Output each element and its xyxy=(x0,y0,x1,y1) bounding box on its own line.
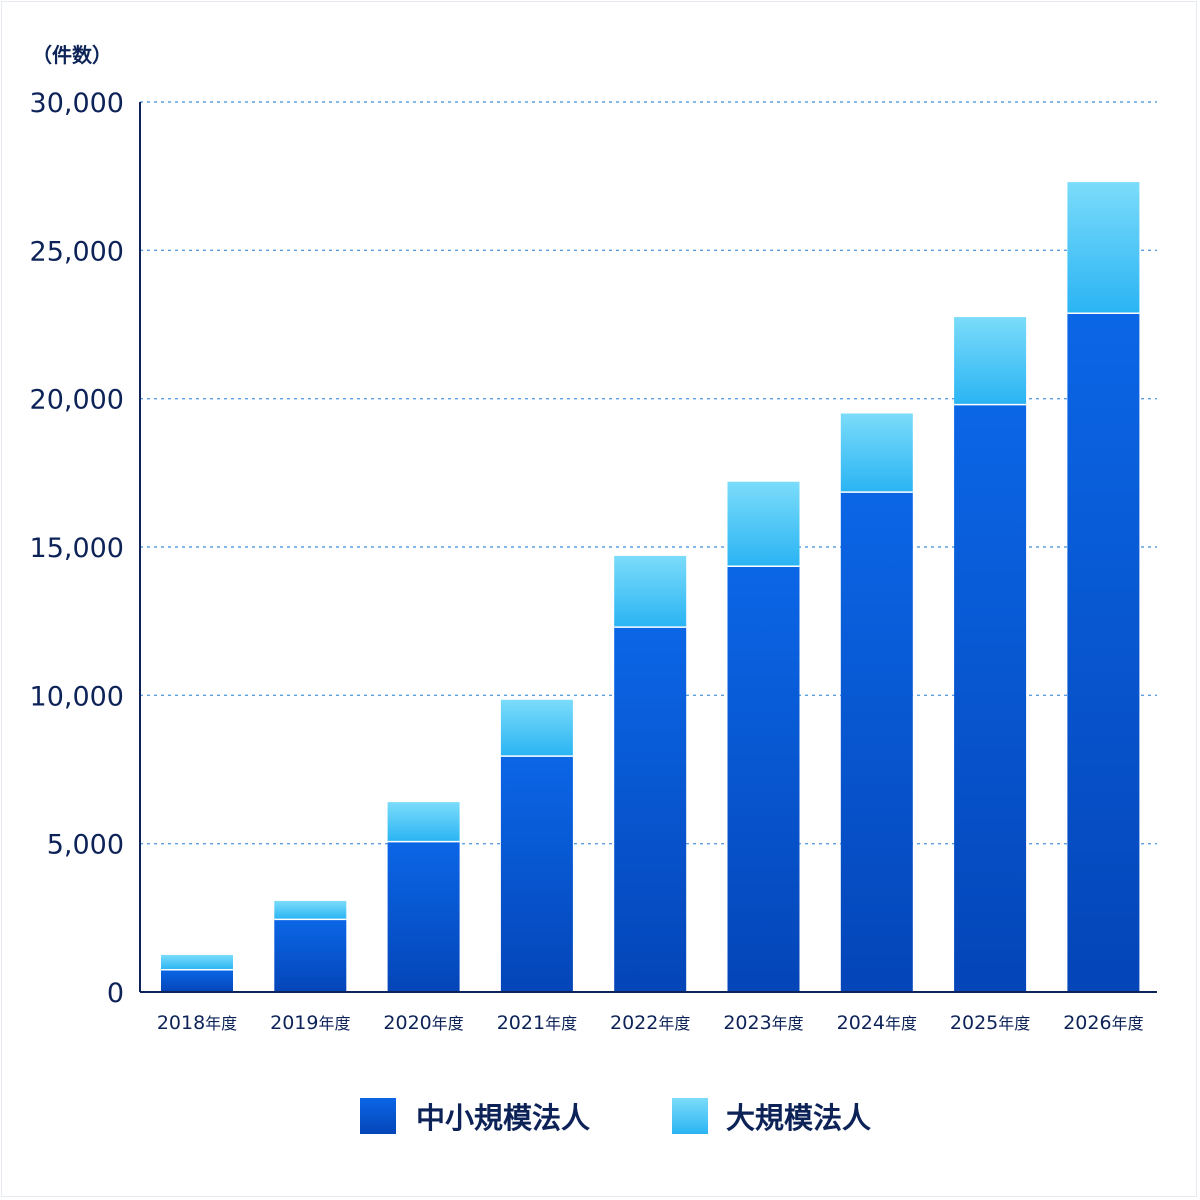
bar-segment-sme xyxy=(840,492,913,992)
bar-segment-large xyxy=(614,555,687,628)
x-tick-label: 2023年度 xyxy=(723,1012,803,1034)
bar-stack xyxy=(1067,182,1140,992)
bar-segment-sme xyxy=(274,919,347,992)
bar-segment-sme xyxy=(614,627,687,992)
y-tick-label: 5,000 xyxy=(47,830,124,861)
legend-swatch-sme xyxy=(360,1098,396,1134)
bar-segment-sme xyxy=(727,566,800,992)
legend-item-sme: 中小規模法人 xyxy=(360,1098,590,1135)
x-tick-label: 2019年度 xyxy=(270,1012,350,1034)
x-tick-label: 2022年度 xyxy=(610,1012,690,1034)
bar-stack xyxy=(614,555,687,992)
bar-stack xyxy=(274,900,347,992)
bar-stack xyxy=(387,802,460,992)
y-axis-unit-label: （件数） xyxy=(32,43,112,67)
bar-segment-large xyxy=(500,699,573,757)
bar-segment-large xyxy=(727,481,800,567)
bar-stack xyxy=(840,413,913,992)
y-tick-label: 15,000 xyxy=(30,533,124,564)
legend: 中小規模法人 大規模法人 xyxy=(360,1098,871,1135)
y-tick-label: 0 xyxy=(107,978,124,1009)
x-axis-ticks: 2018年度 2019年度 2020年度 2021年度 2022年度 2023年度 2024… xyxy=(157,1012,1144,1034)
bar-segment-large xyxy=(954,317,1027,405)
y-tick-label: 30,000 xyxy=(30,88,124,119)
legend-label-large: 大規模法人 xyxy=(726,1101,871,1135)
bar-stack xyxy=(500,699,573,992)
bar-segment-sme xyxy=(500,756,573,992)
legend-swatch-large xyxy=(672,1098,708,1134)
bar-segment-large xyxy=(387,802,460,842)
bar-segment-sme xyxy=(954,404,1027,993)
y-tick-label: 10,000 xyxy=(30,681,124,712)
bar-segment-sme xyxy=(1067,313,1140,992)
x-tick-label: 2025年度 xyxy=(950,1012,1030,1034)
x-tick-label: 2020年度 xyxy=(383,1012,463,1034)
bar-segment-sme xyxy=(387,841,460,992)
y-tick-label: 20,000 xyxy=(30,385,124,416)
y-tick-label: 25,000 xyxy=(30,236,124,267)
bars xyxy=(161,182,1140,993)
bar-stack xyxy=(727,481,800,992)
bar-segment-large xyxy=(1067,182,1140,314)
bar-stack xyxy=(954,317,1027,993)
bar-segment-large xyxy=(274,900,347,920)
bar-segment-large xyxy=(161,954,233,970)
legend-label-sme: 中小規模法人 xyxy=(416,1101,590,1135)
bar-segment-large xyxy=(840,413,913,493)
bar-stack xyxy=(161,954,233,992)
bar-segment-sme xyxy=(161,969,233,992)
x-tick-label: 2024年度 xyxy=(837,1012,917,1034)
x-tick-label: 2021年度 xyxy=(497,1012,577,1034)
y-axis-ticks: 0 5,000 10,000 15,000 20,000 25,000 30,000 xyxy=(30,88,124,1009)
x-tick-label: 2018年度 xyxy=(157,1012,237,1034)
legend-item-large: 大規模法人 xyxy=(672,1098,871,1135)
x-tick-label: 2026年度 xyxy=(1063,1012,1143,1034)
